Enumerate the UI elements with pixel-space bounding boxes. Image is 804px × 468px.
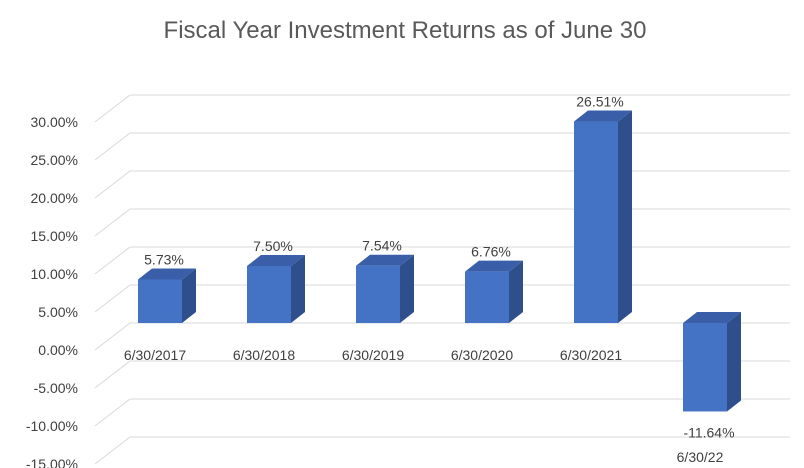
category-label: 6/30/2020 [451,347,513,363]
data-label: 7.50% [253,238,293,254]
data-label: -11.64% [683,424,734,440]
bar-side [291,255,305,323]
bar [247,255,305,323]
gridline-depth [94,360,131,389]
gridlines [94,94,790,465]
gridline-depth [94,398,131,427]
bar-front [356,265,400,323]
data-label: 26.51% [576,94,623,110]
bar-side [400,254,414,323]
bar-side [618,110,632,323]
gridline-depth [94,246,131,275]
bar-side [509,260,523,323]
y-tick-label: 15.00% [31,228,78,244]
y-tick-label: 0.00% [38,342,78,358]
y-tick-label: 10.00% [31,266,78,282]
category-labels: 6/30/2017 6/30/2018 6/30/2019 6/30/2020 6/30… [124,347,724,465]
gridline-depth [94,208,131,237]
bar [465,260,523,323]
gridline-depth [94,170,131,199]
category-label: 6/30/2021 [560,347,622,363]
bar [138,268,196,323]
gridline-depth [94,284,131,313]
bar-top [138,268,196,280]
bar-top [683,312,741,323]
bar-side [182,268,196,323]
gridline-depth [94,322,131,351]
y-tick-label: -10.00% [26,418,78,434]
category-label: 6/30/2017 [124,347,186,363]
y-tick-label: 25.00% [31,152,78,168]
gridline-depth [94,436,131,465]
bar-front [465,271,509,323]
bar-front [138,279,182,323]
bar-front [683,323,727,412]
category-label: 6/30/22 [677,449,724,465]
bar-front [247,266,291,323]
y-tick-label: 30.00% [31,114,78,130]
gridline-depth [94,94,131,123]
data-label: 5.73% [144,251,184,267]
bar-top [247,255,305,266]
gridline-depth [94,132,131,161]
y-tick-label: -15.00% [26,456,78,468]
bar-top [356,254,414,266]
bar [683,312,741,412]
data-labels: 5.73% 7.50% 7.54% 6.76% 26.51% -11.64% [144,94,734,441]
bar [356,254,414,323]
data-label: 6.76% [471,244,511,260]
bar-top [465,260,523,272]
y-tick-label: -5.00% [34,380,78,396]
y-tick-label: 20.00% [31,190,78,206]
y-tick-label: 5.00% [38,304,78,320]
chart-title: Fiscal Year Investment Returns as of Jun… [164,17,647,44]
bar [574,110,632,323]
category-label: 6/30/2019 [342,347,404,363]
y-axis-ticks: -15.00% -10.00% -5.00% 0.00% 5.00% 10.00% 15.0… [26,114,78,468]
bar-top [574,110,632,122]
bar-side [727,312,741,412]
bars [138,110,741,412]
data-label: 7.54% [362,238,402,254]
bar-front [574,121,618,323]
category-label: 6/30/2018 [233,347,295,363]
